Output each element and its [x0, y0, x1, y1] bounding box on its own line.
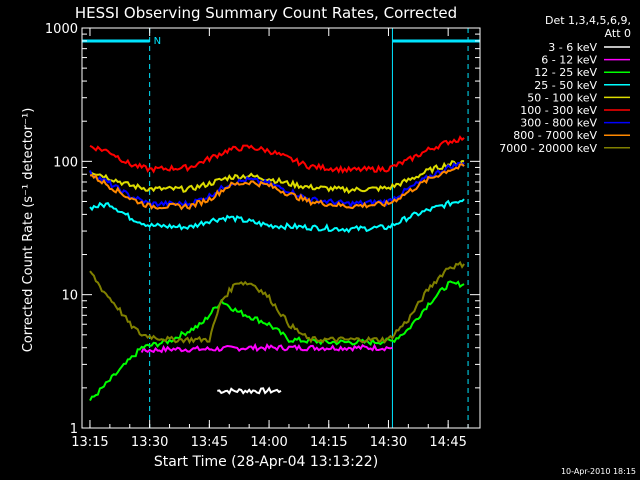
series-line-7	[89, 163, 465, 211]
x-tick-label: 14:00	[250, 435, 287, 450]
legend-label: 3 - 6 keV	[548, 41, 597, 54]
y-tick-label: 1	[70, 422, 78, 437]
x-tick-label: 13:15	[71, 435, 108, 450]
legend-label: 7000 - 20000 keV	[499, 142, 597, 155]
plot-area: N	[81, 27, 481, 429]
timestamp: 10-Apr-2010 18:15	[561, 467, 636, 476]
legend-title-line-1: Det 1,3,4,5,6,9,	[545, 14, 631, 27]
legend-label: 100 - 300 keV	[520, 104, 597, 117]
legend-label: 50 - 100 keV	[527, 91, 597, 104]
x-axis-ticks: 13:15 13:30 13:45 14:00 14:15 14:30 14:45	[71, 28, 469, 450]
x-tick-label: 13:45	[191, 435, 228, 450]
x-tick-label: 14:15	[310, 435, 347, 450]
series-group	[89, 135, 465, 402]
chart-title: HESSI Observing Summary Count Rates, Cor…	[75, 4, 457, 22]
x-axis-label: Start Time (28-Apr-04 13:13:22)	[154, 454, 378, 470]
series-line-2	[89, 280, 465, 402]
y-axis-label: Corrected Count Rate (s⁻¹ detector⁻¹)	[21, 108, 36, 353]
legend-label: 6 - 12 keV	[541, 54, 597, 67]
series-line-4	[89, 160, 465, 195]
x-tick-label: 14:45	[429, 435, 466, 450]
series-line-0	[217, 386, 282, 395]
y-tick-label: 100	[53, 155, 78, 170]
series-line-3	[89, 198, 465, 234]
series-line-5	[89, 135, 465, 175]
x-tick-label: 13:30	[131, 435, 168, 450]
legend-label: 300 - 800 keV	[520, 117, 597, 130]
legend-label: 25 - 50 keV	[534, 79, 597, 92]
y-axis-ticks: 1 10 100 1000	[45, 22, 480, 437]
y-tick-label: 1000	[45, 22, 78, 37]
legend-label: 12 - 25 keV	[534, 66, 597, 79]
y-tick-label: 10	[61, 289, 78, 304]
x-tick-label: 14:30	[370, 435, 407, 450]
legend-label: 800 - 7000 keV	[513, 129, 597, 142]
plot-frame	[81, 27, 481, 429]
series-line-8	[89, 260, 465, 345]
series-line-1	[140, 342, 393, 354]
flag-label-n: N	[154, 36, 161, 47]
legend-title-line-2: Att 0	[605, 27, 631, 40]
